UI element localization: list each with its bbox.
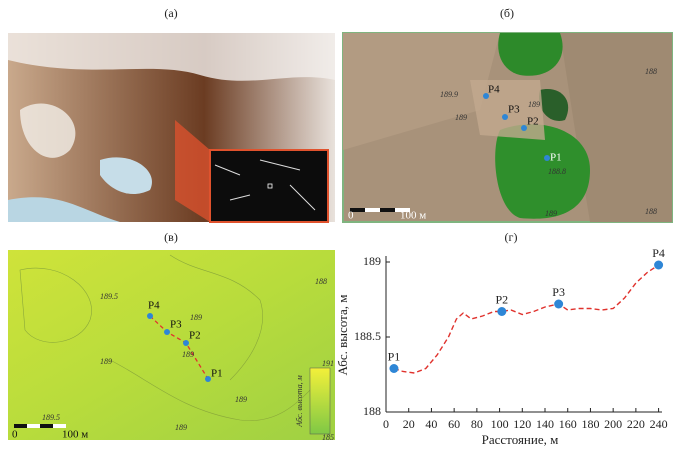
scale-label: 0 [348,210,354,222]
legend-min: 185 [322,433,334,442]
chart-title: (г) [505,230,518,244]
point-label: P3 [170,319,182,331]
map-a [8,33,335,223]
contour-label: 188 [645,67,657,76]
point-label: P1 [388,349,401,363]
point-label: P3 [508,104,520,116]
contour-label: 189.5 [100,292,118,301]
y-axis-label: Абс. высота, м [335,295,350,376]
panel-label: (а) [164,6,177,20]
contour-label: 188.8 [548,167,566,176]
contour-label: 189 [455,113,467,122]
scale-label: 0 [12,429,18,441]
x-tick-label: 140 [536,417,554,431]
contour-label: 189.9 [440,90,458,99]
x-axis-label: Расстояние, м [482,432,559,447]
contour-label: 189.5 [42,413,60,422]
profile-point [389,364,399,373]
y-tick-label: 188 [363,404,381,418]
y-tick-label: 189 [363,254,381,268]
profile-line [393,264,659,374]
x-tick-label: 120 [513,417,531,431]
scale-label: 100 м [62,429,88,441]
contour-label: 189 [235,395,247,404]
point-label: P4 [488,84,500,96]
point-label: P1 [550,152,562,164]
scale-label: 100 м [400,210,426,222]
x-tick-label: 220 [627,417,645,431]
contour-label: 189 [545,209,557,218]
y-tick-label: 188.5 [354,329,381,343]
profile-point [554,299,564,309]
contour-label: 188 [645,207,657,216]
profile-point [654,260,664,270]
point-label: P4 [652,246,665,260]
point-label: P4 [148,300,160,312]
contour-label: 189 [190,313,202,322]
panel-label: (б) [500,6,514,20]
contour-label: 189 [528,100,540,109]
x-tick-label: 60 [448,417,460,431]
x-tick-label: 40 [425,417,437,431]
x-tick-label: 80 [471,417,483,431]
point-label: P2 [496,292,509,306]
map-b [342,32,673,223]
point-label: P1 [211,368,223,380]
panel-label: (в) [164,230,178,244]
contour-label: 189 [182,350,194,359]
x-tick-label: 160 [559,417,577,431]
contour-label: 189 [100,357,112,366]
point-label: P3 [552,285,565,299]
x-tick-label: 180 [581,417,599,431]
point-label: P2 [189,330,201,342]
point-label: P2 [527,116,539,128]
x-tick-label: 200 [604,417,622,431]
x-tick-label: 0 [383,417,389,431]
x-tick-label: 20 [403,417,415,431]
x-tick-label: 100 [491,417,509,431]
legend-max: 191 [322,359,334,368]
contour-label: 188 [315,277,327,286]
legend-title: Абс. высота, м [295,375,304,427]
x-tick-label: 240 [650,417,668,431]
map-v [8,250,335,440]
profile-point [497,307,507,316]
profile-chart: (г) Расстояние, м Абс. высота, м 0 20 40 60… [335,230,668,447]
contour-label: 189 [175,423,187,432]
